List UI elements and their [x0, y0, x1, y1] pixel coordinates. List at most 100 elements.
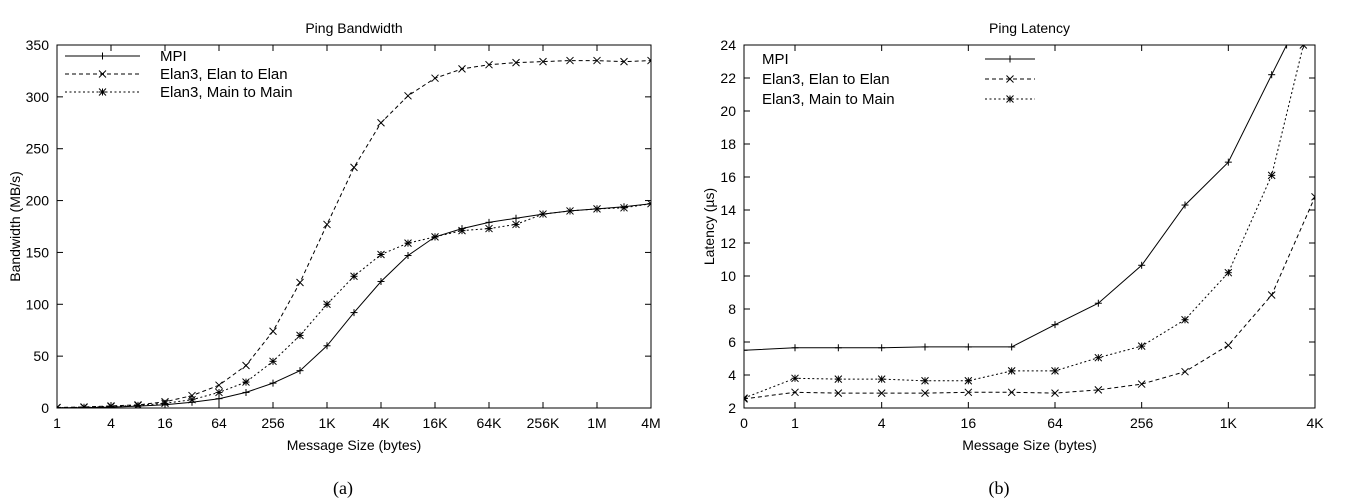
- bandwidth-chart-panel: Ping Bandwidth 0 50 100 150 200 250 300 350 1 4 16 6…: [7, 20, 661, 453]
- latency-chart-panel: Ping Latency 2 4 6 8 10 12 14 16 18 20 22 24 0 1 4 16 64 2…: [674, 0, 1348, 504]
- data-point: [1267, 291, 1276, 299]
- data-point: [1137, 380, 1146, 388]
- y-tick-label: 350: [26, 37, 50, 53]
- data-point: [1094, 385, 1103, 394]
- x-axis-label: Message Size (bytes): [287, 437, 422, 453]
- data-point: [377, 250, 385, 259]
- x-tick-label: 256: [261, 415, 285, 431]
- data-point: [834, 375, 843, 383]
- y-tick-label: 12: [720, 235, 736, 251]
- legend-marker: [98, 70, 107, 78]
- data-point: [1051, 321, 1059, 329]
- data-point: [1267, 171, 1276, 180]
- data-point: [1137, 342, 1146, 350]
- x-axis-label: Message Size (bytes): [962, 437, 1097, 453]
- data-point: [350, 309, 358, 317]
- legend-marker: [1006, 55, 1014, 63]
- x-tick-label: 1K: [318, 415, 336, 431]
- legend-marker: [1006, 95, 1014, 103]
- data-point: [215, 395, 223, 403]
- y-tick-label: 20: [720, 103, 736, 119]
- series-3: [744, 45, 1308, 402]
- data-point: [791, 344, 799, 352]
- data-point: [1181, 315, 1189, 324]
- data-point: [377, 118, 385, 127]
- data-point: [877, 389, 886, 398]
- data-point: [215, 381, 223, 390]
- x-tick-label: 4M: [641, 415, 660, 431]
- data-point: [1094, 353, 1103, 362]
- data-point: [921, 389, 929, 398]
- data-point: [1138, 261, 1146, 269]
- data-point: [350, 272, 358, 281]
- data-point: [620, 57, 628, 66]
- y-tick-label: 50: [33, 348, 49, 364]
- data-point: [269, 379, 277, 387]
- x-tick-label: 1M: [587, 415, 606, 431]
- data-point: [647, 56, 651, 65]
- data-point: [878, 344, 886, 352]
- x-tick-label: 16: [961, 415, 977, 431]
- legend-label: Elan3, Main to Main: [762, 91, 895, 108]
- y-tick-label: 2: [728, 400, 736, 416]
- legend-label: Elan3, Elan to Elan: [762, 71, 890, 88]
- y-tick-label: 100: [26, 296, 50, 312]
- data-point: [431, 74, 439, 83]
- data-point: [377, 277, 385, 285]
- series-line: [57, 60, 651, 408]
- data-point: [1008, 343, 1016, 351]
- legend-label: MPI: [160, 48, 187, 65]
- x-tick-label: 4K: [372, 415, 390, 431]
- legend-label: Elan3, Elan to Elan: [160, 66, 288, 83]
- data-point: [1007, 367, 1016, 375]
- data-point: [512, 58, 520, 67]
- legend-label: Elan3, Main to Main: [160, 84, 293, 101]
- x-tick-label: 1: [53, 415, 61, 431]
- y-tick-label: 24: [720, 37, 736, 53]
- series-line: [57, 203, 651, 408]
- series-2: [57, 56, 651, 408]
- data-point: [404, 239, 412, 247]
- y-tick-label: 16: [720, 169, 736, 185]
- data-point: [1299, 45, 1308, 49]
- x-tick-label: 4: [878, 415, 886, 431]
- data-point: [242, 388, 250, 396]
- data-point: [1224, 341, 1233, 350]
- data-point: [593, 205, 601, 213]
- data-point: [539, 57, 547, 66]
- y-tick-label: 150: [26, 244, 50, 260]
- data-point: [834, 344, 842, 352]
- y-tick-label: 22: [720, 70, 736, 86]
- data-point: [1311, 192, 1315, 201]
- plot-frame: [56, 44, 652, 409]
- data-point: [964, 343, 972, 351]
- series-1: [57, 200, 651, 408]
- x-tick-label: 1: [791, 415, 799, 431]
- x-tick-label: 4K: [1306, 415, 1324, 431]
- legend-marker: [98, 88, 107, 96]
- data-point: [57, 403, 61, 408]
- y-tick-label: 300: [26, 89, 50, 105]
- data-point: [877, 375, 886, 383]
- x-tick-label: 16: [157, 415, 173, 431]
- data-point: [323, 300, 331, 309]
- x-axis: 1 4 16 64 256 1K 4K 16K 64K 256K 1M 4M: [53, 45, 661, 431]
- data-point: [539, 210, 547, 218]
- legend-entry: Elan3, Elan to Elan: [65, 66, 288, 83]
- caption-a: (a): [333, 478, 353, 498]
- data-point: [215, 388, 223, 397]
- series-1: [744, 45, 1291, 354]
- data-point: [1181, 367, 1189, 376]
- series-line: [744, 196, 1315, 400]
- data-point: [458, 226, 466, 235]
- data-point: [296, 367, 304, 375]
- x-tick-label: 1K: [1220, 415, 1238, 431]
- y-axis: 0 50 100 150 200 250 300 350: [26, 37, 651, 416]
- data-point: [296, 278, 304, 287]
- data-point: [566, 207, 574, 215]
- legend-entry: MPI: [762, 51, 1035, 68]
- chart-title: Ping Bandwidth: [305, 20, 402, 36]
- data-point: [921, 376, 929, 385]
- data-point: [107, 402, 115, 408]
